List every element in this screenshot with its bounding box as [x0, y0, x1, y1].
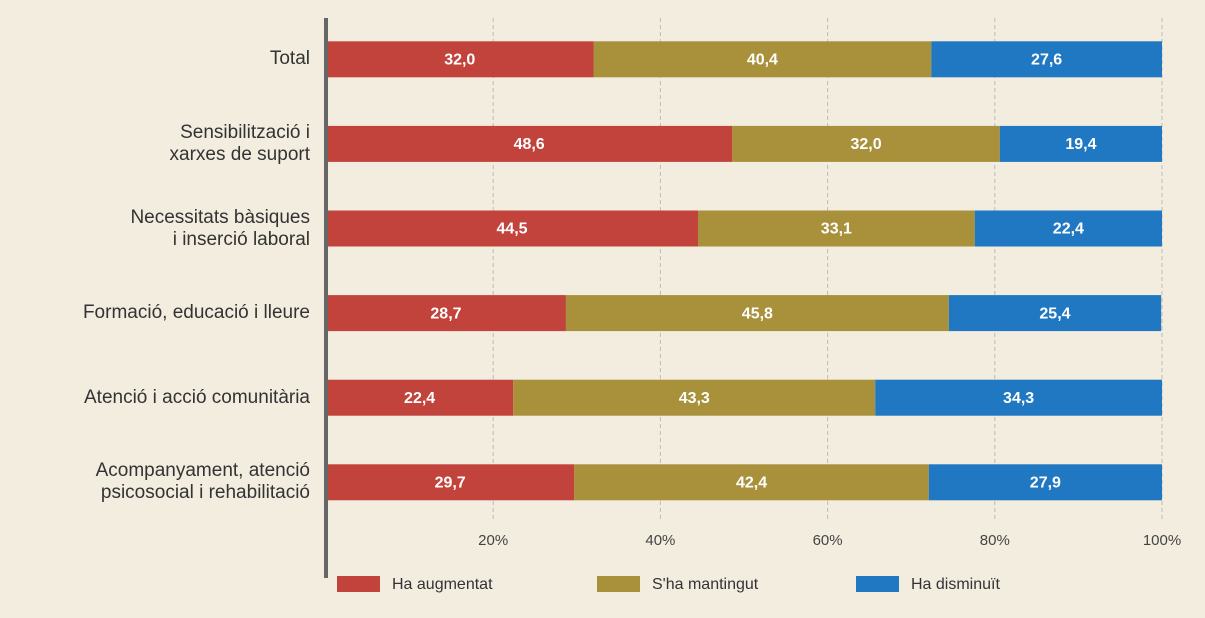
- data-label: 45,8: [742, 305, 773, 322]
- x-tick-label: 20%: [478, 532, 508, 549]
- data-label: 27,9: [1030, 475, 1061, 492]
- legend-swatch: [856, 576, 899, 592]
- data-label: 42,4: [736, 475, 767, 492]
- data-label: 22,4: [1053, 221, 1084, 238]
- legend-label: Ha disminuït: [911, 576, 1000, 593]
- data-label: 29,7: [435, 475, 466, 492]
- bar-segment: [326, 295, 566, 332]
- bar-segment: [513, 379, 876, 416]
- bar-segment: [999, 125, 1162, 162]
- x-tick-label: 80%: [980, 532, 1010, 549]
- data-label: 27,6: [1031, 52, 1062, 69]
- data-label: 33,1: [821, 221, 852, 238]
- bar-segment: [948, 295, 1162, 332]
- category-label: Necessitats bàsiques i inserció laboral: [130, 206, 310, 250]
- bar-segment: [875, 379, 1162, 416]
- data-label: 34,3: [1003, 390, 1034, 407]
- bar-segment: [326, 125, 733, 162]
- data-label: 25,4: [1039, 305, 1070, 322]
- data-label: 44,5: [496, 221, 527, 238]
- bar-segment: [326, 464, 575, 501]
- bar-segment: [974, 210, 1162, 247]
- category-label: Formació, educació i lleure: [82, 302, 310, 324]
- data-label: 28,7: [430, 305, 461, 322]
- legend-label: Ha augmentat: [392, 576, 493, 593]
- bar-segment: [698, 210, 975, 247]
- data-label: 40,4: [747, 52, 778, 69]
- category-label: Atenció i acció comunitària: [84, 386, 310, 408]
- x-tick-label: 40%: [645, 532, 675, 549]
- bar-segment: [732, 125, 1000, 162]
- data-label: 48,6: [514, 136, 545, 153]
- data-label: 32,0: [444, 52, 475, 69]
- legend-swatch: [337, 576, 380, 592]
- data-label: 43,3: [679, 390, 710, 407]
- legend-swatch: [597, 576, 640, 592]
- bar-segment: [326, 210, 699, 247]
- bar-segment: [928, 464, 1162, 501]
- data-label: 19,4: [1065, 136, 1096, 153]
- category-label: Acompanyament, atenció psicosocial i reh…: [95, 460, 310, 504]
- category-label: Sensibilització i xarxes de suport: [169, 121, 310, 165]
- bar-segment: [593, 41, 932, 78]
- legend-label: S'ha mantingut: [652, 576, 759, 593]
- bar-segment: [326, 379, 514, 416]
- bar-segment: [565, 295, 949, 332]
- bar-segment: [574, 464, 929, 501]
- data-label: 22,4: [404, 390, 435, 407]
- category-label: Total: [269, 48, 310, 70]
- bar-segment: [326, 41, 594, 78]
- x-tick-label: 60%: [813, 532, 843, 549]
- data-label: 32,0: [850, 136, 881, 153]
- bar-segment: [931, 41, 1162, 78]
- x-tick-label: 100%: [1143, 532, 1181, 549]
